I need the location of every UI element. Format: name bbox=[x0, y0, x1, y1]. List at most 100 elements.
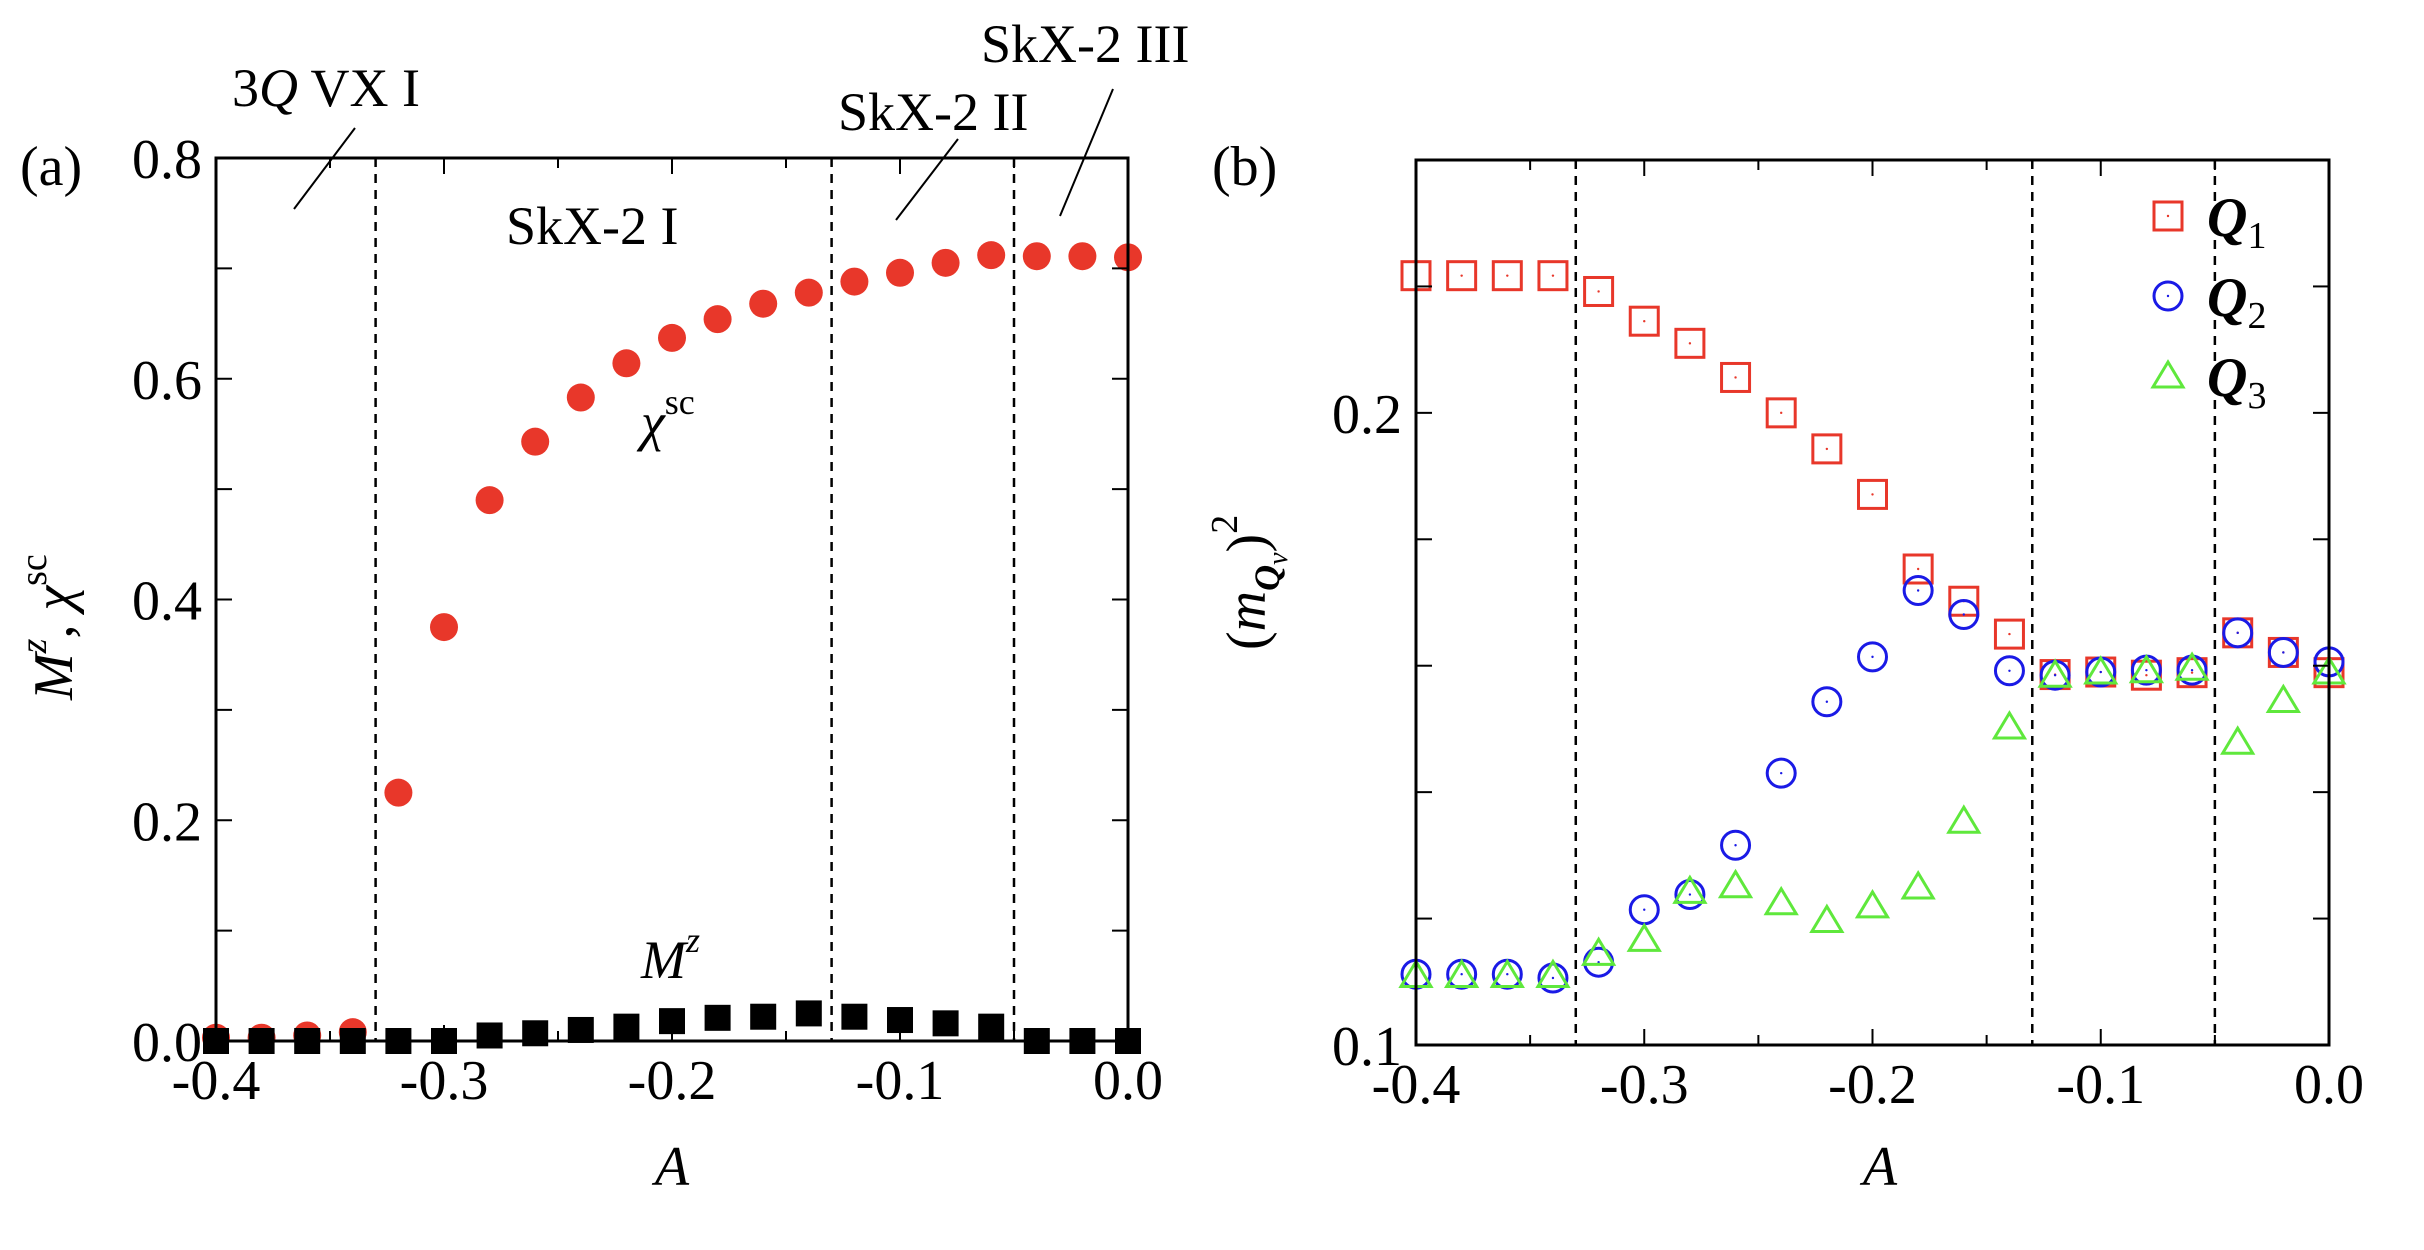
data-point-circle bbox=[749, 289, 778, 318]
data-point-open-triangle bbox=[1900, 870, 1936, 900]
data-point-center-dot bbox=[1780, 771, 1783, 775]
data-point-circle bbox=[1022, 242, 1051, 271]
data-point-circle bbox=[521, 427, 550, 456]
data-point-center-dot bbox=[1916, 567, 1920, 571]
x-tick-label: 0.0 bbox=[2294, 1054, 2364, 1116]
data-point-center-dot bbox=[2008, 669, 2011, 672]
data-point-open-circle bbox=[1720, 829, 1752, 861]
data-point-open-circle bbox=[1857, 641, 1888, 673]
data-point-open-circle bbox=[1902, 574, 1934, 606]
data-point-open-square bbox=[1583, 275, 1615, 307]
data-point-center-dot bbox=[2190, 671, 2194, 674]
data-point-open-triangle bbox=[2128, 653, 2165, 684]
data-point-open-square bbox=[1628, 305, 1660, 337]
legend-label: Q1 bbox=[2207, 187, 2266, 257]
data-point-center-dot bbox=[1460, 973, 1463, 976]
x-tick-label: -0.2 bbox=[628, 1050, 717, 1112]
data-point-open-triangle bbox=[2265, 683, 2301, 713]
data-point-center-dot bbox=[2145, 668, 2148, 672]
data-point-open-triangle bbox=[1854, 889, 1891, 919]
panel-a-label: (a) bbox=[20, 136, 82, 198]
panel-b-axes: -0.4 -0.3 -0.2 -0.1 0.0 0.1 0.2 bbox=[1332, 160, 2364, 1116]
data-point-circle bbox=[794, 278, 823, 307]
panel-b-marks bbox=[1398, 260, 2347, 994]
data-point-center-dot bbox=[2236, 631, 2239, 635]
data-point-open-triangle bbox=[1717, 868, 1754, 899]
data-point-center-dot bbox=[2190, 668, 2194, 672]
chi-sc-series-label: χsc bbox=[636, 382, 695, 452]
data-point-center-dot bbox=[1597, 960, 1600, 964]
leader-line-skx2-iii bbox=[1059, 88, 1114, 217]
data-point-circle bbox=[977, 241, 1006, 270]
x-tick-label: -0.4 bbox=[172, 1050, 261, 1112]
data-point-center-dot bbox=[1780, 411, 1783, 415]
data-point-center-dot bbox=[2145, 673, 2148, 677]
y-tick-label: 0.2 bbox=[132, 791, 202, 853]
data-point-open-triangle bbox=[1489, 958, 1525, 988]
data-point-circle bbox=[566, 383, 595, 412]
data-point-open-square bbox=[2152, 200, 2184, 232]
data-point-circle bbox=[1068, 242, 1097, 271]
data-point-open-circle bbox=[1765, 757, 1797, 789]
data-point-open-circle bbox=[2152, 280, 2184, 312]
panel-a-frame bbox=[214, 156, 1130, 1043]
data-point-center-dot bbox=[1460, 274, 1463, 277]
data-point-open-triangle bbox=[1672, 874, 1708, 904]
data-point-open-square bbox=[1491, 260, 1523, 292]
data-point-center-dot bbox=[1916, 589, 1920, 592]
series-Q3 bbox=[1398, 651, 2347, 988]
data-point-center-dot bbox=[2008, 632, 2011, 636]
y-tick-label: 0.1 bbox=[1332, 1016, 1402, 1078]
data-point-circle bbox=[703, 305, 732, 334]
data-point-square bbox=[613, 1013, 640, 1040]
leader-line-skx2-ii bbox=[895, 138, 959, 221]
data-point-open-triangle bbox=[2037, 658, 2073, 688]
data-point-square bbox=[476, 1022, 503, 1049]
data-point-circle bbox=[612, 349, 641, 378]
panel-b-y-axis-label: (mQν)2 bbox=[1204, 515, 1294, 650]
data-point-open-square bbox=[1674, 327, 1706, 359]
panel-b-label: (b) bbox=[1212, 136, 1277, 198]
data-point-open-triangle bbox=[2083, 655, 2119, 685]
legend-item-Q3: Q3 bbox=[2150, 347, 2266, 417]
data-point-square bbox=[932, 1010, 959, 1037]
data-point-open-square bbox=[1446, 260, 1478, 292]
panel-a-marks bbox=[202, 241, 1142, 1054]
data-point-center-dot bbox=[1643, 908, 1646, 911]
data-point-open-circle bbox=[2267, 636, 2299, 668]
legend: Q1 Q2 Q3 bbox=[2150, 187, 2266, 417]
data-point-center-dot bbox=[1734, 844, 1737, 847]
data-point-square bbox=[704, 1004, 731, 1031]
data-point-center-dot bbox=[2099, 670, 2102, 674]
data-point-open-circle bbox=[2222, 617, 2254, 649]
panel-a-x-axis-label: A bbox=[651, 1136, 690, 1198]
annotation-skx2-i: SkX-2 I bbox=[506, 196, 679, 256]
data-point-square bbox=[795, 1000, 822, 1027]
annotation-skx2-iii: SkX-2 III bbox=[981, 14, 1189, 74]
x-tick-label: 0.0 bbox=[1093, 1050, 1163, 1112]
mz-series-label: Mz bbox=[640, 920, 700, 990]
data-point-center-dot bbox=[1506, 973, 1509, 976]
y-tick-label: 0.8 bbox=[132, 129, 202, 191]
data-point-center-dot bbox=[1734, 376, 1737, 379]
data-point-open-square bbox=[1537, 260, 1569, 292]
legend-item-Q2: Q2 bbox=[2152, 267, 2266, 337]
data-point-square bbox=[750, 1003, 777, 1030]
data-point-center-dot bbox=[2166, 214, 2170, 218]
data-point-open-triangle bbox=[1763, 885, 1799, 916]
panel-a-axes: -0.4 -0.3 -0.2 -0.1 0.0 0.0 0.2 0.4 0.6 0.8 bbox=[132, 129, 1163, 1112]
data-point-square bbox=[567, 1016, 594, 1043]
data-point-center-dot bbox=[1551, 976, 1555, 980]
data-point-open-square bbox=[1993, 618, 2025, 650]
series-Q1 bbox=[1400, 260, 2345, 691]
data-point-center-dot bbox=[1506, 274, 1509, 277]
data-point-open-square bbox=[1765, 397, 1797, 429]
data-point-center-dot bbox=[1871, 493, 1874, 496]
data-point-open-square bbox=[1857, 478, 1888, 510]
y-tick-label: 0.0 bbox=[132, 1012, 202, 1074]
data-point-open-square bbox=[1902, 553, 1934, 585]
data-point-open-circle bbox=[1993, 655, 2025, 687]
data-point-circle bbox=[886, 258, 914, 287]
data-point-open-triangle bbox=[1535, 958, 1571, 988]
data-point-open-triangle bbox=[1580, 936, 1617, 966]
